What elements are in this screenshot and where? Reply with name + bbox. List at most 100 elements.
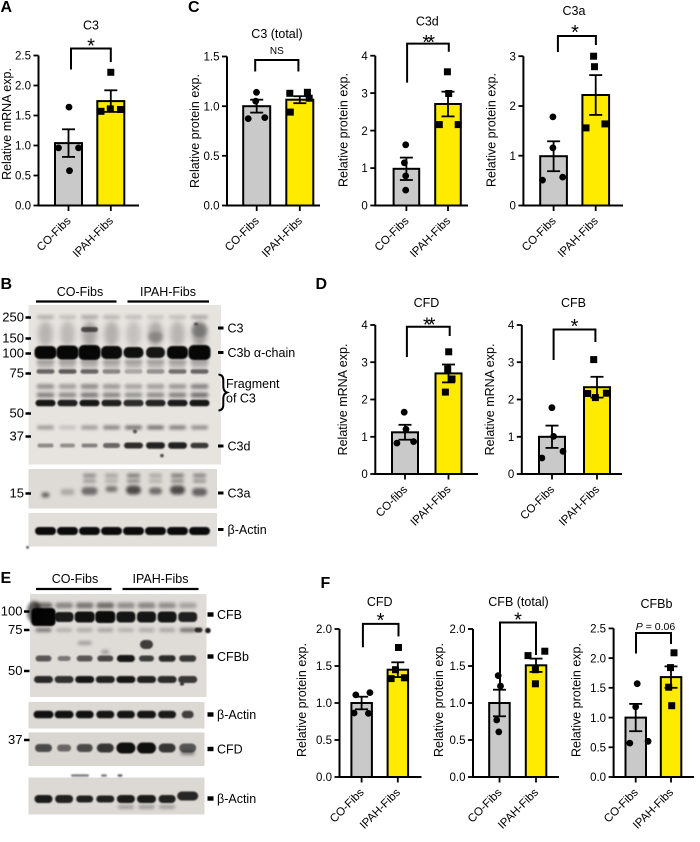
svg-text:IPAH-Fibs: IPAH-Fibs: [140, 285, 196, 299]
svg-text:150: 150: [2, 331, 24, 346]
svg-text:100: 100: [2, 346, 24, 361]
svg-text:4: 4: [361, 320, 368, 332]
svg-text:Relative mRNA exp.: Relative mRNA exp.: [336, 344, 350, 456]
svg-text:1: 1: [361, 163, 367, 175]
svg-text:3: 3: [361, 88, 367, 100]
svg-text:A: A: [1, 0, 13, 16]
svg-text:1.0: 1.0: [15, 141, 31, 153]
svg-text:IPAH-Fibs: IPAH-Fibs: [409, 483, 454, 528]
svg-text:Relative protein exp.: Relative protein exp.: [484, 73, 498, 187]
svg-text:CO-fibs: CO-fibs: [374, 483, 410, 519]
svg-text:CO-Fibs: CO-Fibs: [35, 215, 74, 254]
svg-text:50: 50: [8, 663, 22, 678]
svg-text:Relative protein exp.: Relative protein exp.: [570, 643, 584, 757]
svg-text:2: 2: [509, 101, 515, 113]
svg-text:IPAH-Fibs: IPAH-Fibs: [71, 215, 116, 260]
svg-text:2.5: 2.5: [590, 624, 606, 636]
svg-text:IPAH-Fibs: IPAH-Fibs: [408, 215, 453, 260]
svg-text:37: 37: [8, 732, 22, 747]
svg-text:CFD: CFD: [217, 742, 243, 756]
svg-text:Fragment: Fragment: [226, 377, 280, 391]
svg-text:75: 75: [10, 366, 24, 381]
svg-text:1.5: 1.5: [316, 661, 332, 673]
svg-text:E: E: [1, 570, 12, 587]
svg-text:0.5: 0.5: [204, 151, 220, 163]
svg-text:CFB: CFB: [561, 296, 586, 310]
svg-text:4: 4: [508, 320, 515, 332]
svg-text:1: 1: [508, 432, 514, 444]
svg-text:100: 100: [1, 604, 23, 619]
svg-text:C3d: C3d: [228, 439, 251, 453]
svg-text:2: 2: [361, 126, 367, 138]
svg-text:*: *: [377, 610, 385, 632]
svg-text:1: 1: [361, 432, 367, 444]
svg-text:CO-Fibs: CO-Fibs: [518, 483, 557, 522]
svg-text:0: 0: [509, 201, 515, 213]
svg-text:P = 0.06: P = 0.06: [636, 621, 676, 633]
svg-text:0.5: 0.5: [450, 735, 466, 747]
svg-text:3: 3: [509, 51, 515, 63]
svg-text:CFBb: CFBb: [641, 597, 673, 611]
svg-text:CO-Fibs: CO-Fibs: [223, 215, 262, 254]
svg-text:CO-Fibs: CO-Fibs: [52, 572, 99, 586]
svg-text:F: F: [321, 575, 331, 592]
svg-text:1.0: 1.0: [450, 698, 466, 710]
svg-text:37: 37: [10, 429, 24, 444]
svg-text:CO-Fibs: CO-Fibs: [57, 285, 104, 299]
svg-text:IPAH-Fibs: IPAH-Fibs: [260, 215, 305, 260]
svg-text:C3: C3: [83, 19, 99, 33]
svg-text:2: 2: [508, 395, 514, 407]
svg-text:0: 0: [361, 469, 367, 481]
svg-text:250: 250: [2, 310, 24, 325]
svg-text:3: 3: [508, 357, 514, 369]
svg-text:1: 1: [509, 151, 515, 163]
svg-text:4: 4: [361, 51, 368, 63]
svg-text:15: 15: [10, 486, 24, 501]
svg-text:2.5: 2.5: [15, 51, 31, 63]
svg-text:0.0: 0.0: [316, 772, 332, 784]
svg-text:CFD: CFD: [414, 296, 440, 310]
svg-text:C3a: C3a: [563, 4, 586, 18]
svg-text:NS: NS: [270, 46, 284, 57]
svg-text:0.5: 0.5: [316, 735, 332, 747]
svg-text:1.0: 1.0: [590, 713, 606, 725]
svg-text:Relative protein exp.: Relative protein exp.: [336, 73, 350, 187]
svg-text:Relative protein exp.: Relative protein exp.: [295, 643, 309, 757]
svg-text:75: 75: [8, 622, 22, 637]
svg-text:C3 (total): C3 (total): [251, 27, 302, 41]
svg-text:IPAH-Fibs: IPAH-Fibs: [557, 483, 602, 528]
svg-text:1.0: 1.0: [204, 101, 220, 113]
svg-text:3: 3: [361, 357, 367, 369]
svg-text:IPAH-Fibs: IPAH-Fibs: [132, 572, 188, 586]
svg-text:0.0: 0.0: [590, 772, 606, 784]
svg-text:C3b α-chain: C3b α-chain: [228, 346, 296, 360]
svg-text:β-Actin: β-Actin: [217, 708, 256, 722]
svg-text:β-Actin: β-Actin: [228, 523, 267, 537]
svg-text:2.0: 2.0: [15, 81, 31, 93]
svg-text:CO-Fibs: CO-Fibs: [520, 215, 559, 254]
svg-text:*: *: [571, 316, 579, 338]
svg-text:1.5: 1.5: [204, 52, 220, 64]
svg-text:1.0: 1.0: [316, 698, 332, 710]
svg-text:50: 50: [10, 406, 24, 421]
svg-text:IPAH-Fibs: IPAH-Fibs: [496, 786, 541, 831]
svg-text:*: *: [87, 36, 95, 58]
svg-text:CFB: CFB: [217, 608, 242, 622]
svg-text:CFBb: CFBb: [217, 650, 249, 664]
svg-text:2: 2: [361, 395, 367, 407]
svg-text:Relative mRNA exp.: Relative mRNA exp.: [0, 68, 14, 180]
svg-text:C3a: C3a: [228, 486, 251, 500]
svg-text:IPAH-Fibs: IPAH-Fibs: [556, 215, 601, 260]
svg-text:1.5: 1.5: [450, 661, 466, 673]
svg-text:of C3: of C3: [226, 392, 256, 406]
svg-text:Relative mRNA exp.: Relative mRNA exp.: [483, 344, 497, 456]
svg-text:C3d: C3d: [416, 15, 439, 29]
svg-text:1.5: 1.5: [590, 683, 606, 695]
svg-text:*: *: [571, 22, 579, 44]
svg-text:0: 0: [361, 201, 367, 213]
svg-text:*: *: [514, 610, 522, 632]
svg-text:B: B: [1, 276, 13, 293]
svg-text:C3: C3: [228, 321, 244, 335]
svg-text:1.5: 1.5: [15, 111, 31, 123]
svg-text:2.0: 2.0: [590, 653, 606, 665]
